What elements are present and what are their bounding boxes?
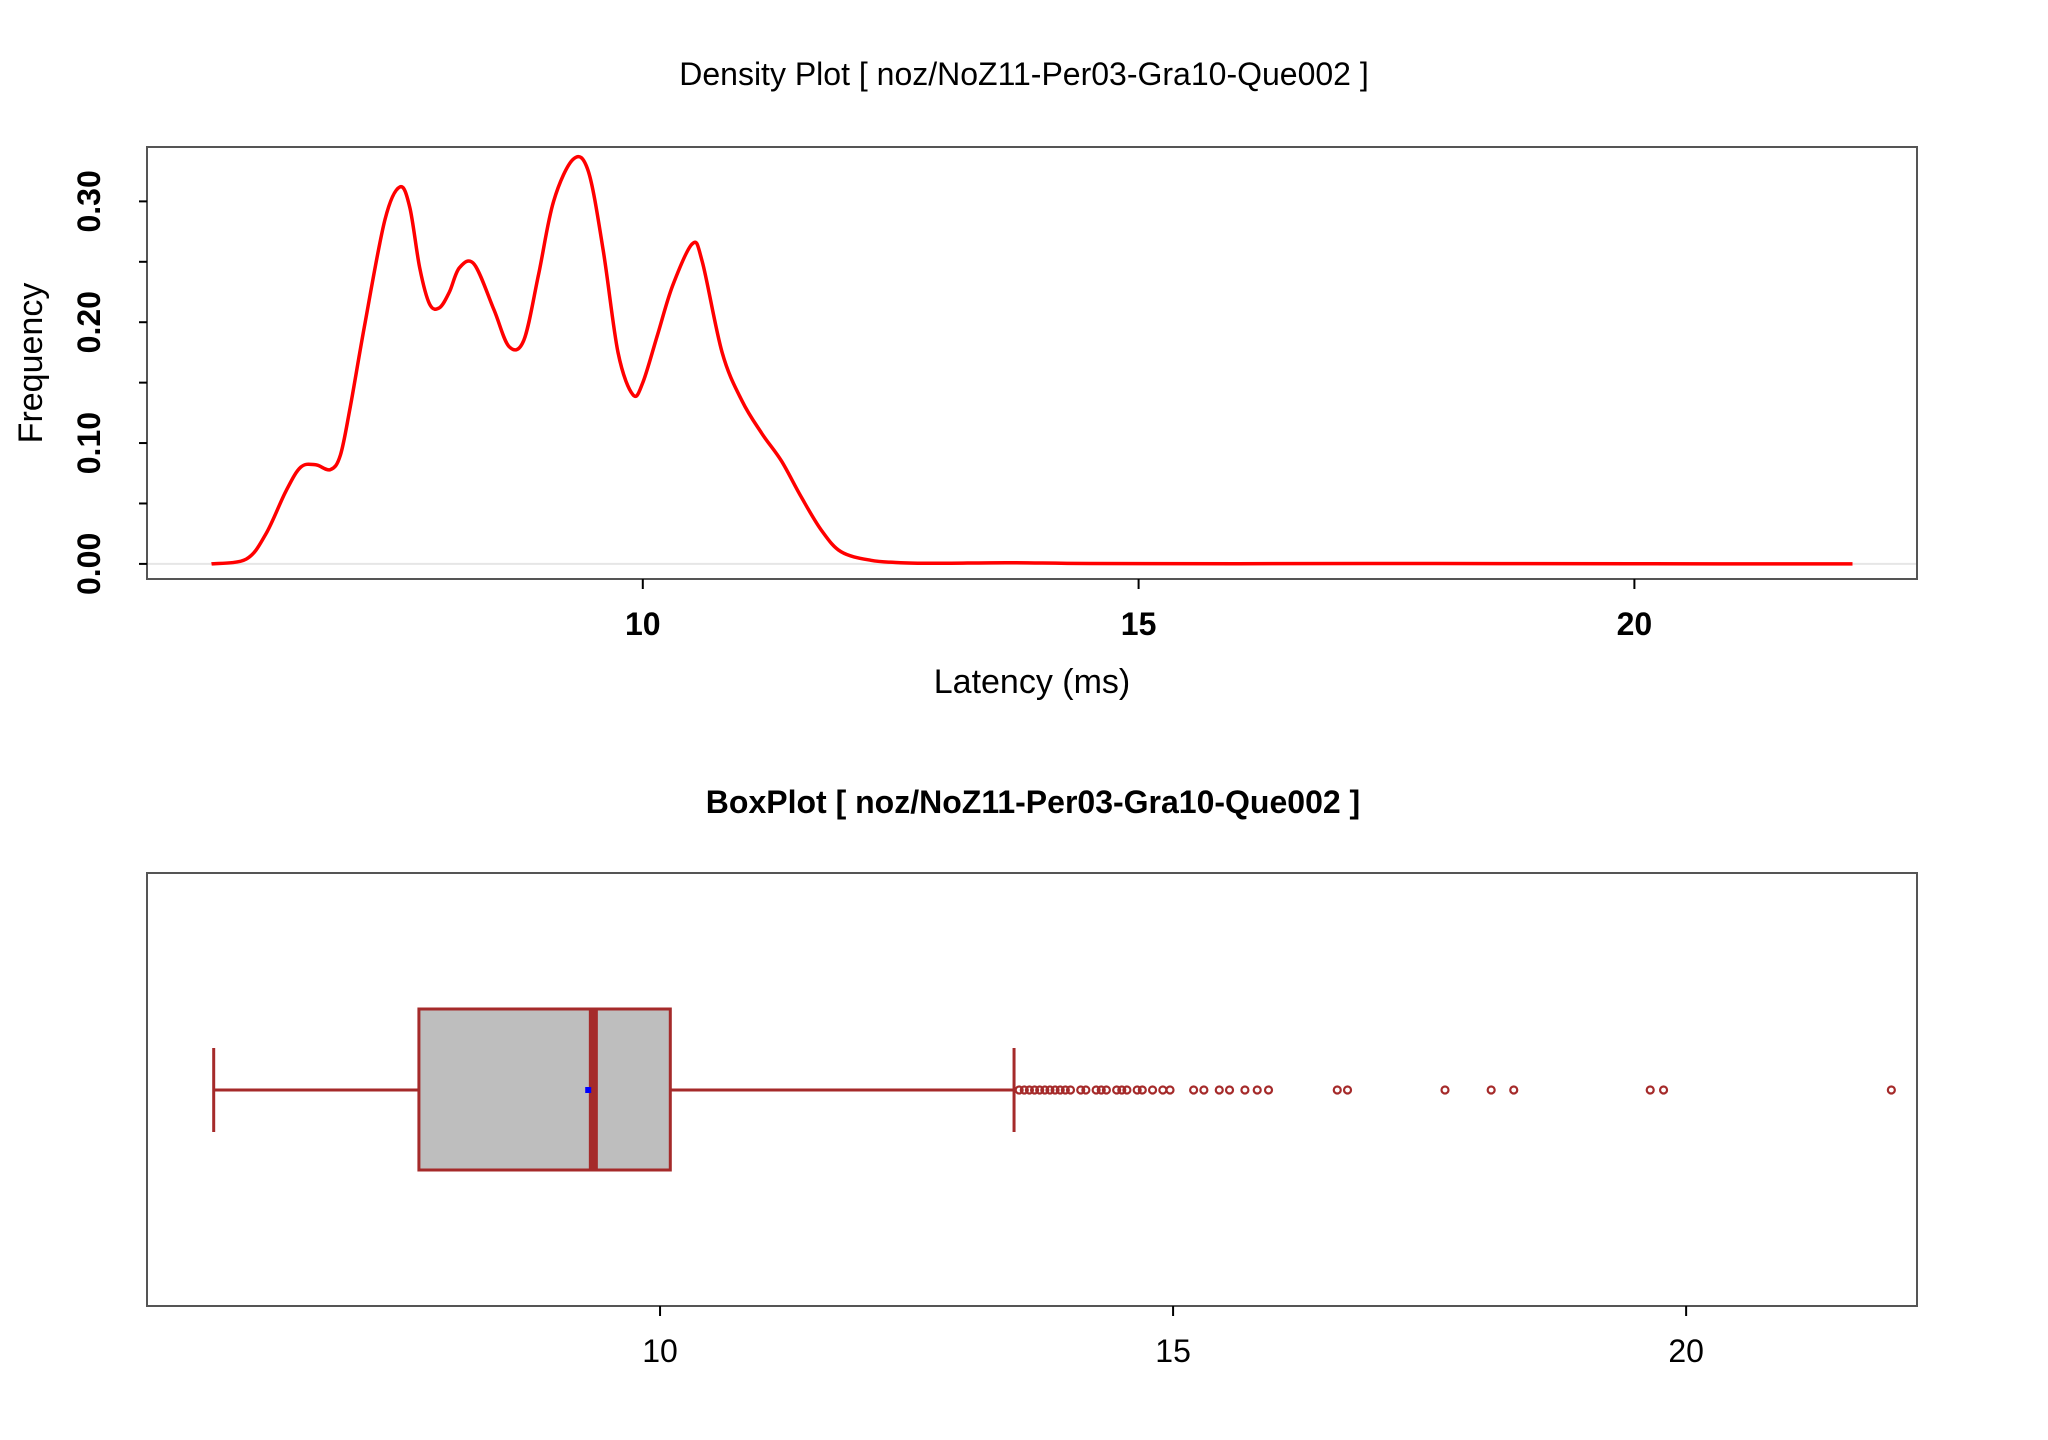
outlier-point — [1509, 1085, 1519, 1095]
density-y-tick-label: 0.20 — [71, 291, 107, 353]
outlier-point — [1122, 1085, 1132, 1095]
outlier-point — [1076, 1085, 1086, 1095]
density-y-tick-label: 0.00 — [71, 533, 107, 595]
density-x-axis-label: Latency (ms) — [934, 663, 1131, 701]
outlier-point — [1263, 1085, 1274, 1095]
boxplot-marks — [212, 1007, 1896, 1172]
outlier-point — [1332, 1085, 1342, 1095]
density-curve — [211, 154, 1853, 566]
outlier-point — [1199, 1085, 1209, 1095]
density-plot: Density Plot [ noz/NoZ11-Per03-Gra10-Que… — [12, 56, 1918, 701]
density-x-tick-label: 20 — [1617, 606, 1653, 642]
box-plot: BoxPlot [ noz/NoZ11-Per03-Gra10-Que002 ]… — [146, 784, 1918, 1369]
outlier-point — [1165, 1085, 1175, 1095]
density-y-axis: 0.00 0.10 0.20 0.30 — [71, 170, 147, 595]
outlier-point — [1214, 1085, 1224, 1095]
outlier-point — [1060, 1085, 1070, 1095]
boxplot-x-tick-label: 20 — [1668, 1333, 1704, 1369]
outlier-point — [1101, 1085, 1111, 1095]
outlier-point — [1158, 1085, 1168, 1095]
outlier-point — [1096, 1085, 1106, 1095]
density-x-tick-label: 10 — [625, 606, 661, 642]
outlier-point — [1112, 1085, 1122, 1095]
outlier-point — [1050, 1085, 1060, 1095]
density-y-axis-label: Frequency — [12, 283, 50, 444]
outlier-point — [1065, 1085, 1076, 1095]
boxplot-frame — [146, 872, 1918, 1307]
boxplot-title: BoxPlot [ noz/NoZ11-Per03-Gra10-Que002 ] — [706, 784, 1360, 820]
outlier-point — [1189, 1085, 1199, 1095]
outlier-point — [1091, 1085, 1101, 1095]
density-plot-frame — [146, 146, 1918, 580]
outlier-point — [1658, 1085, 1669, 1095]
boxplot-x-tick-label: 15 — [1155, 1333, 1191, 1369]
outlier-point — [1045, 1085, 1055, 1095]
outlier-point — [1486, 1085, 1496, 1095]
outlier-point — [1240, 1085, 1250, 1095]
interquartile-box — [417, 1007, 672, 1172]
density-title: Density Plot [ noz/NoZ11-Per03-Gra10-Que… — [679, 56, 1369, 92]
outlier-point — [1081, 1085, 1091, 1095]
outlier-point — [1440, 1085, 1450, 1095]
outlier-point — [1886, 1085, 1896, 1095]
outlier-point — [1252, 1085, 1262, 1095]
outlier-point — [1014, 1085, 1024, 1095]
density-x-tick-label: 15 — [1121, 606, 1157, 642]
outlier-point — [1055, 1085, 1065, 1095]
outlier-point — [1117, 1085, 1127, 1095]
outlier-point — [1024, 1085, 1035, 1095]
density-x-axis: 10 15 20 — [625, 579, 1652, 642]
density-y-tick-label: 0.10 — [71, 412, 107, 474]
boxplot-x-tick-label: 10 — [642, 1333, 678, 1369]
outlier-point — [1137, 1085, 1147, 1095]
outlier-point — [1040, 1085, 1050, 1095]
outlier-point — [1342, 1085, 1353, 1095]
outlier-point — [1035, 1085, 1045, 1095]
outlier-point — [1645, 1085, 1655, 1095]
mean-marker — [585, 1087, 592, 1093]
boxplot-x-axis: 10 15 20 — [642, 1306, 1704, 1369]
outlier-point — [1132, 1085, 1142, 1095]
density-y-tick-label: 0.30 — [71, 170, 107, 232]
outlier-point — [1224, 1085, 1235, 1095]
outlier-point — [1029, 1085, 1040, 1095]
outlier-point — [1019, 1085, 1029, 1095]
outlier-point — [1147, 1085, 1158, 1095]
